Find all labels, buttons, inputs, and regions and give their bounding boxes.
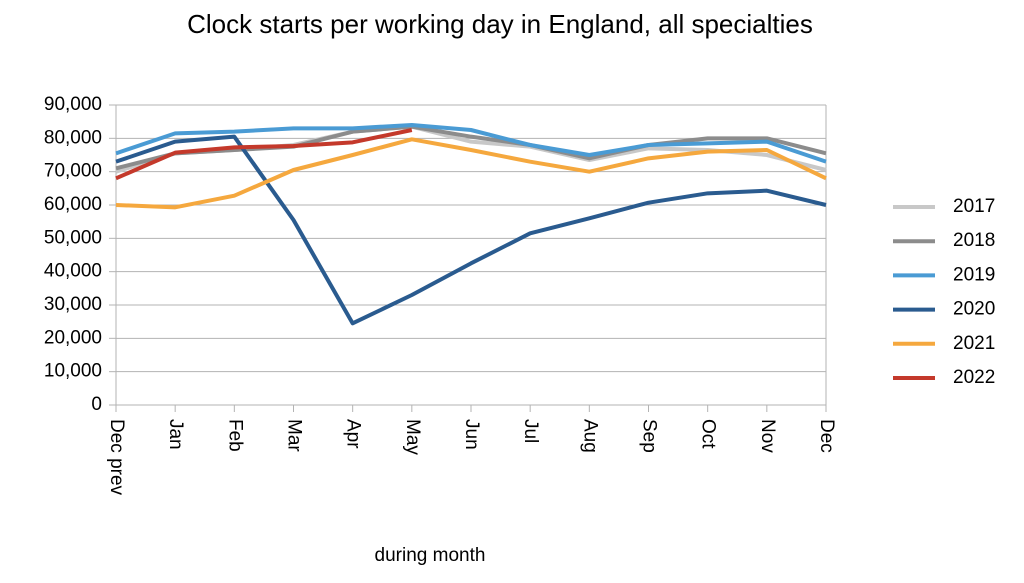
legend-label: 2020 [953, 299, 995, 320]
series-line [115, 137, 827, 210]
y-tick-label: 20,000 [44, 327, 102, 348]
legend-label: 2019 [953, 264, 995, 285]
x-tick-label: Jan [165, 419, 186, 450]
x-tick-label: Jun [461, 419, 482, 450]
legend-label: 2022 [953, 367, 995, 388]
y-tick-label: 90,000 [44, 94, 102, 115]
series-line [115, 134, 827, 326]
x-tick-label: Oct [698, 419, 719, 449]
series-line [115, 123, 827, 164]
x-tick-label: Aug [579, 419, 600, 453]
x-tick-label: Sep [638, 419, 659, 453]
series-line [115, 124, 827, 171]
series-line [115, 128, 413, 181]
x-tick-label: Nov [757, 419, 778, 453]
x-axis-label: during month [375, 545, 486, 566]
y-tick-label: 40,000 [44, 261, 102, 282]
legend-label: 2021 [953, 333, 995, 354]
legend-label: 2017 [953, 196, 995, 217]
x-tick-label: May [402, 419, 423, 455]
y-tick-label: 10,000 [44, 361, 102, 382]
y-tick-label: 50,000 [44, 227, 102, 248]
x-tick-label: Dec [816, 419, 837, 453]
x-tick-label: Dec prev [106, 419, 127, 496]
x-tick-label: Jul [520, 419, 541, 443]
chart-title: Clock starts per working day in England,… [187, 9, 813, 39]
x-tick-label: Mar [283, 419, 304, 452]
y-tick-label: 30,000 [44, 294, 102, 315]
x-tick-label: Feb [224, 419, 245, 452]
legend-label: 2018 [953, 230, 995, 251]
y-tick-label: 60,000 [44, 194, 102, 215]
y-tick-label: 80,000 [44, 127, 102, 148]
y-tick-label: 70,000 [44, 161, 102, 182]
x-tick-label: Apr [343, 419, 364, 449]
y-tick-label: 0 [91, 394, 102, 415]
